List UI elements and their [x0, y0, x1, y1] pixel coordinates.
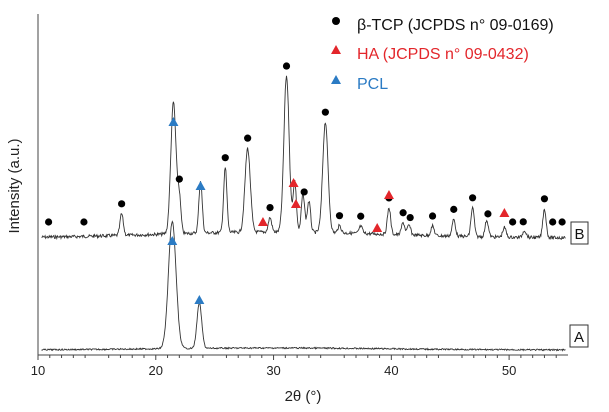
axes — [37, 14, 568, 356]
ha-marker — [288, 178, 299, 187]
tcp-marker — [175, 175, 183, 183]
tcp-marker — [540, 195, 549, 203]
pcl-marker — [167, 236, 178, 245]
tcp-marker — [450, 205, 458, 213]
ha-marker — [383, 190, 394, 199]
tcp-marker — [300, 188, 308, 196]
tcp-marker — [484, 210, 492, 218]
curves — [41, 75, 566, 352]
tcp-marker — [282, 62, 291, 70]
legend-label: PCL — [357, 76, 388, 93]
tcp-marker — [519, 218, 527, 226]
peak-markers — [45, 62, 566, 304]
curve-label-B-box: B — [570, 221, 589, 245]
y-axis-title: Intensity (a.u.) — [6, 138, 23, 233]
tcp-marker — [244, 134, 252, 142]
tcp-marker — [549, 218, 557, 226]
curve-label-A-box: A — [569, 324, 589, 348]
legend-label: β-TCP (JCPDS n° 09-0169) — [357, 17, 554, 34]
curve-B — [41, 75, 566, 241]
curve-label-B: B — [574, 226, 584, 243]
x-ticks: 10 20 30 40 50 — [31, 355, 557, 378]
pcl-marker — [168, 117, 179, 126]
x-tick-label: 10 — [31, 363, 45, 378]
curve-A — [41, 220, 566, 352]
curve-label-A: A — [574, 329, 584, 346]
legend-marker-pcl — [331, 75, 341, 84]
tcp-marker — [428, 212, 437, 220]
tcp-marker — [266, 204, 274, 212]
tcp-marker — [321, 108, 329, 116]
tcp-marker — [406, 213, 414, 222]
tcp-marker — [469, 194, 477, 202]
x-tick-label: 30 — [266, 363, 280, 378]
tcp-marker — [45, 218, 53, 226]
tcp-marker — [335, 212, 344, 220]
ha-marker — [499, 208, 510, 217]
ha-marker — [290, 199, 301, 208]
ha-marker — [372, 223, 383, 232]
pcl-marker — [194, 295, 205, 304]
tcp-marker — [221, 154, 229, 162]
tcp-marker — [509, 218, 517, 226]
pcl-marker — [195, 181, 206, 190]
tcp-marker — [80, 218, 88, 226]
x-tick-label: 20 — [149, 363, 163, 378]
x-tick-label: 40 — [384, 363, 398, 378]
legend-label: HA (JCPDS n° 09-0432) — [357, 46, 529, 63]
tcp-marker — [399, 209, 407, 217]
tcp-marker — [118, 200, 126, 208]
legend-marker-tcp — [332, 17, 340, 25]
legend: β-TCP (JCPDS n° 09-0169) HA (JCPDS n° 09-… — [331, 17, 554, 93]
x-axis-title: 2θ (°) — [285, 388, 322, 405]
tcp-marker — [558, 218, 566, 226]
ha-marker — [257, 217, 268, 226]
tcp-marker — [357, 212, 365, 220]
x-tick-label: 50 — [502, 363, 516, 378]
legend-marker-ha — [331, 45, 341, 54]
